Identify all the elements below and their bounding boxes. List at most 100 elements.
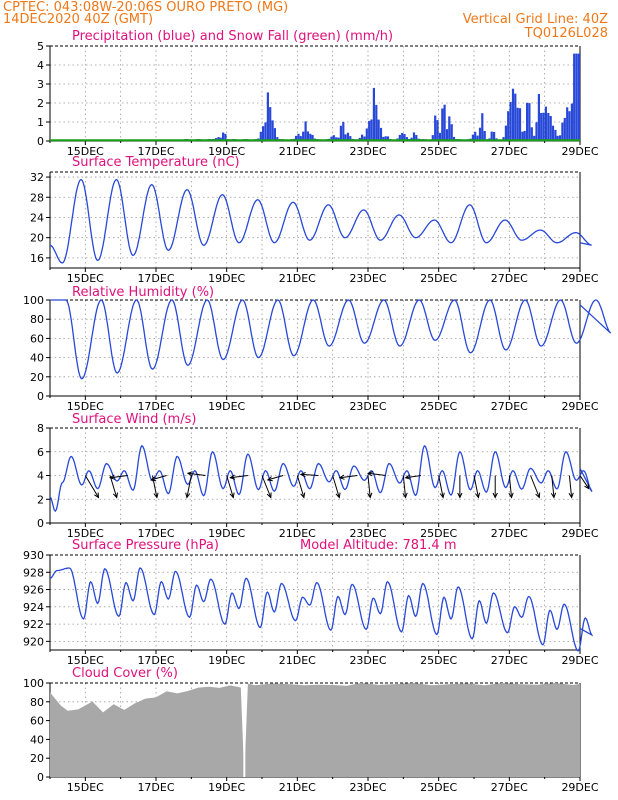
wind-vector-head <box>584 483 590 490</box>
x-tick-label: 21DEC <box>279 654 316 667</box>
precip-bar <box>535 122 538 141</box>
x-tick-label: 17DEC <box>137 654 174 667</box>
cloud-title: Cloud Cover (%) <box>72 666 178 681</box>
x-tick-label: 21DEC <box>279 400 316 413</box>
precip-bar <box>339 125 342 141</box>
x-tick-label: 15DEC <box>67 654 104 667</box>
wind-vector-head <box>475 492 481 499</box>
wind-vector <box>438 475 444 498</box>
x-tick-label: 25DEC <box>420 654 457 667</box>
precip-bar <box>577 53 580 141</box>
precip-bar <box>306 131 309 141</box>
precip-bar <box>311 135 314 141</box>
x-tick-label: 29DEC <box>561 400 598 413</box>
precip-bar <box>403 134 406 141</box>
wind-vector-head <box>229 474 236 480</box>
wind-vector <box>551 475 555 498</box>
y-tick-label: 100 <box>23 677 44 690</box>
model-id: TQ0126L028 <box>524 26 608 41</box>
x-tick-label: 23DEC <box>349 781 386 794</box>
precip-bar <box>478 127 482 141</box>
x-tick-label: 15DEC <box>67 145 104 158</box>
run-date: 14DEC2020 40Z (GMT) <box>3 12 153 27</box>
precip-bar <box>561 122 564 141</box>
precip-bar <box>436 120 439 141</box>
precip-bar <box>262 126 265 141</box>
y-tick-label: 24 <box>30 211 44 224</box>
precip-bar <box>405 137 408 141</box>
x-tick-label: 17DEC <box>137 400 174 413</box>
y-tick-label: 1 <box>37 116 44 129</box>
x-tick-label: 21DEC <box>279 272 316 285</box>
x-tick-label: 23DEC <box>349 400 386 413</box>
precip-bar <box>441 108 444 141</box>
precip-bar <box>526 102 529 141</box>
y-tick-label: 5 <box>37 40 44 53</box>
precip-bar <box>450 124 453 141</box>
precip-bar <box>299 136 302 141</box>
wind-vector-head <box>112 492 118 499</box>
precip-bar <box>544 106 547 141</box>
model-altitude: Model Altitude: 781.4 m <box>300 538 457 553</box>
x-tick-label: 27DEC <box>491 400 528 413</box>
wind-vector <box>530 475 540 498</box>
x-tick-label: 23DEC <box>349 654 386 667</box>
humidity-title: Relative Humidity (%) <box>72 285 214 300</box>
wind-vector-head <box>266 492 272 499</box>
y-tick-label: 920 <box>23 635 44 648</box>
precip-bar <box>507 111 510 141</box>
precip-bar <box>330 136 333 141</box>
x-tick-label: 23DEC <box>349 145 386 158</box>
x-tick-label: 27DEC <box>491 527 528 540</box>
wind-vector <box>579 475 590 489</box>
y-tick-label: 0 <box>37 390 44 403</box>
x-tick-label: 15DEC <box>67 400 104 413</box>
precip-bar <box>273 128 276 141</box>
x-tick-label: 19DEC <box>208 654 245 667</box>
precip-bar <box>476 135 479 141</box>
precip-bar <box>514 93 517 141</box>
precip-bar <box>568 111 571 141</box>
precip-bar <box>521 131 524 141</box>
wind-vector-head <box>153 492 159 499</box>
y-tick-label: 60 <box>30 715 44 728</box>
precip-bar <box>547 113 550 141</box>
wind-vector <box>402 475 407 498</box>
precip-bar <box>382 136 385 141</box>
x-tick-label: 25DEC <box>420 527 457 540</box>
y-tick-label: 28 <box>30 191 44 204</box>
x-tick-label: 27DEC <box>491 145 528 158</box>
pressure-line <box>49 567 594 652</box>
wind-vector <box>226 475 234 498</box>
y-tick-label: 926 <box>23 584 44 597</box>
y-tick-label: 20 <box>30 371 44 384</box>
x-tick-label: 23DEC <box>349 272 386 285</box>
x-tick-label: 21DEC <box>279 145 316 158</box>
wind-vector-head <box>94 492 100 499</box>
wind-vector-head <box>266 476 273 482</box>
y-tick-label: 80 <box>30 313 44 326</box>
wind-vector-head <box>335 492 341 499</box>
precip-bar <box>412 132 416 141</box>
precip-title: Precipitation (blue) and Snow Fall (gree… <box>72 29 393 44</box>
precip-bar <box>217 137 220 141</box>
x-tick-label: 17DEC <box>137 781 174 794</box>
precip-bar <box>361 134 364 141</box>
y-tick-label: 2 <box>37 97 44 110</box>
x-tick-label: 25DEC <box>420 781 457 794</box>
precip-bar <box>533 135 536 141</box>
temperature-title: Surface Temperature (nC) <box>72 155 240 170</box>
precip-bar <box>438 132 441 141</box>
precip-bar <box>554 129 557 141</box>
wind-vector <box>368 472 386 476</box>
x-tick-label: 27DEC <box>491 654 528 667</box>
precip-bar <box>259 131 262 141</box>
precip-bar <box>401 133 404 141</box>
humidity-line <box>50 299 612 380</box>
wind-vector-head <box>535 492 541 499</box>
wind-speed-line <box>49 444 593 513</box>
x-tick-label: 27DEC <box>491 272 528 285</box>
wind-vector <box>110 475 128 479</box>
wind-vector-head <box>229 492 235 499</box>
precip-bar <box>335 137 338 141</box>
